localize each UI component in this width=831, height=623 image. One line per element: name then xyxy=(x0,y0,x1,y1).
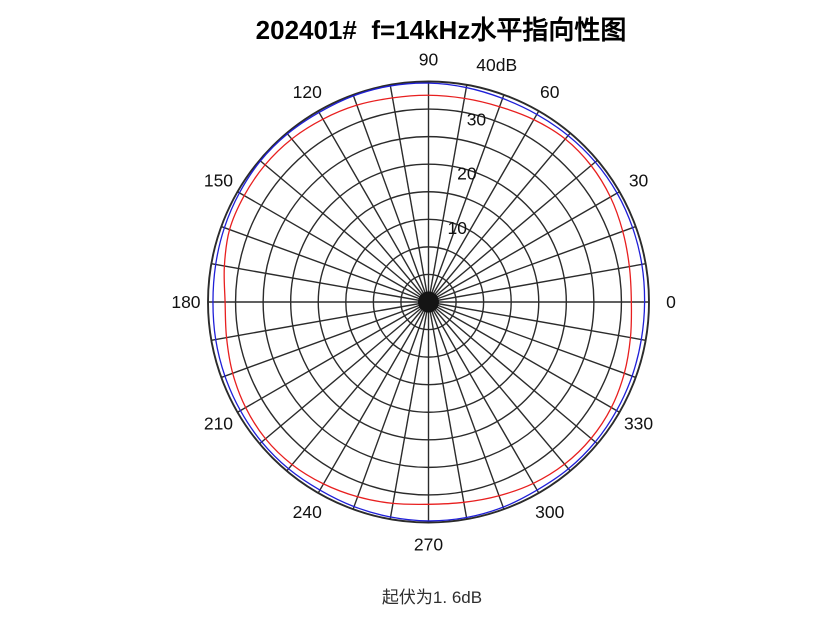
polar-spoke xyxy=(211,263,429,303)
polar-spoke xyxy=(428,225,636,303)
angle-tick-label: 120 xyxy=(293,82,322,102)
polar-spoke xyxy=(286,301,430,472)
angle-tick-label: 0 xyxy=(666,292,676,312)
polar-spoke xyxy=(259,159,429,303)
polar-spoke xyxy=(317,301,430,494)
center-dot xyxy=(418,291,439,313)
angle-tick-label: 300 xyxy=(535,502,564,522)
polar-spoke xyxy=(427,301,505,510)
polar-spoke xyxy=(428,191,620,303)
polar-spoke xyxy=(428,263,646,303)
polar-spoke xyxy=(237,191,429,303)
radius-tick-label: 30 xyxy=(467,109,487,129)
radius-tick-label: 10 xyxy=(448,218,468,238)
angle-tick-label: 60 xyxy=(540,82,560,102)
polar-spoke xyxy=(428,159,598,303)
angle-tick-label: 150 xyxy=(204,171,233,191)
polar-spoke xyxy=(428,301,620,413)
chart-title: 202401# f=14kHz水平指向性图 xyxy=(255,15,627,45)
polar-spoke xyxy=(427,94,505,303)
angle-tick-label: 270 xyxy=(414,535,443,555)
polar-spoke xyxy=(211,301,429,341)
radius-tick-label: 20 xyxy=(457,164,477,184)
polar-spoke xyxy=(352,94,430,303)
ripple-caption: 起伏为1. 6dB xyxy=(381,588,483,607)
series-red-trace xyxy=(223,94,633,506)
radius-tick-label: 40dB xyxy=(476,55,517,75)
polar-spoke xyxy=(286,132,430,303)
polar-spoke xyxy=(389,301,430,520)
polar-spoke xyxy=(259,301,429,445)
polar-spoke xyxy=(389,84,430,303)
polar-spoke xyxy=(428,301,646,341)
angle-tick-label: 210 xyxy=(204,413,233,433)
polar-spoke xyxy=(428,301,598,445)
polar-spoke xyxy=(427,301,468,520)
polar-spoke xyxy=(427,84,468,303)
polar-spoke xyxy=(427,301,540,494)
polar-spoke xyxy=(237,301,429,413)
polar-spoke xyxy=(221,301,429,379)
polar-spoke xyxy=(427,301,571,472)
angle-tick-label: 330 xyxy=(624,413,653,433)
polar-spoke xyxy=(427,132,571,303)
polar-spoke xyxy=(221,225,429,303)
polar-spoke xyxy=(352,301,430,510)
series-blue-trace xyxy=(212,82,646,522)
polar-spoke xyxy=(427,110,540,303)
angle-tick-label: 240 xyxy=(293,502,322,522)
polar-spoke xyxy=(317,110,430,303)
angle-tick-label: 90 xyxy=(419,49,439,69)
angle-tick-label: 180 xyxy=(171,292,200,312)
angle-tick-label: 30 xyxy=(629,171,649,191)
polar-spoke xyxy=(428,301,636,379)
